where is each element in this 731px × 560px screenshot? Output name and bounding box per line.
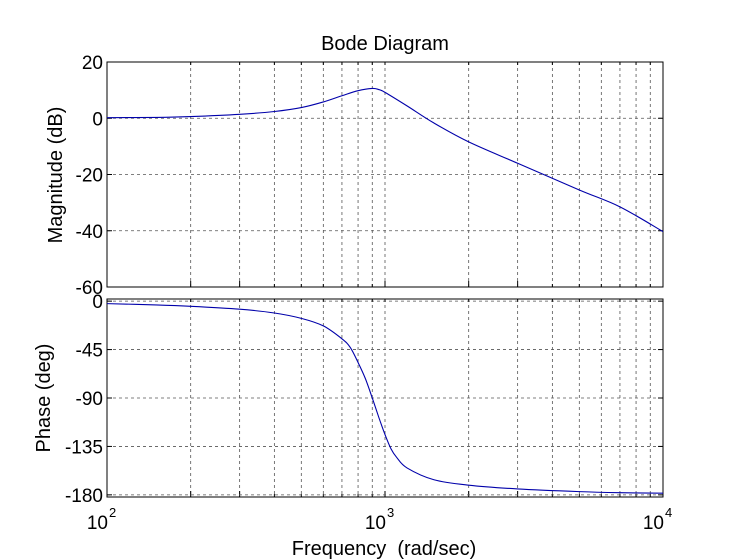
phase-curve (106, 303, 664, 494)
phase-grid (106, 299, 664, 497)
x-tick-label-exponent: 4 (665, 505, 672, 520)
magnitude-curve (106, 87, 664, 233)
phase-y-tick-label: -45 (76, 341, 103, 362)
phase-y-tick-label: -90 (76, 389, 103, 410)
magnitude-y-tick-label: -20 (76, 166, 103, 187)
magnitude-grid (106, 61, 664, 288)
magnitude-y-tick-label: -60 (76, 278, 103, 299)
magnitude-y-tick-label: -40 (76, 222, 103, 243)
phase-y-tick-label: -180 (65, 486, 103, 507)
x-tick-label-base: 10 (365, 513, 386, 534)
x-tick-label-exponent: 3 (387, 505, 394, 520)
magnitude-y-tick-labels: 20 0 -20 -40 -60 (76, 53, 103, 299)
magnitude-plot-frame (106, 61, 664, 288)
phase-y-tick-labels: 0 -45 -90 -135 -180 (65, 292, 103, 507)
phase-y-tick-label: 0 (92, 292, 103, 313)
frequency-axis-label: Frequency (rad/sec) (292, 538, 477, 560)
chart-title: Bode Diagram (321, 33, 449, 55)
magnitude-axis-label: Magnitude (dB) (45, 107, 67, 244)
phase-y-tick-label: -135 (65, 437, 103, 458)
magnitude-y-tick-label: 0 (92, 109, 103, 130)
x-tick-label-base: 10 (643, 513, 664, 534)
phase-axis-label: Phase (deg) (33, 344, 55, 453)
magnitude-y-tick-label: 20 (82, 53, 103, 74)
phase-plot-frame (106, 298, 664, 498)
x-tick-label-base: 10 (87, 513, 108, 534)
x-tick-label-exponent: 2 (109, 505, 116, 520)
